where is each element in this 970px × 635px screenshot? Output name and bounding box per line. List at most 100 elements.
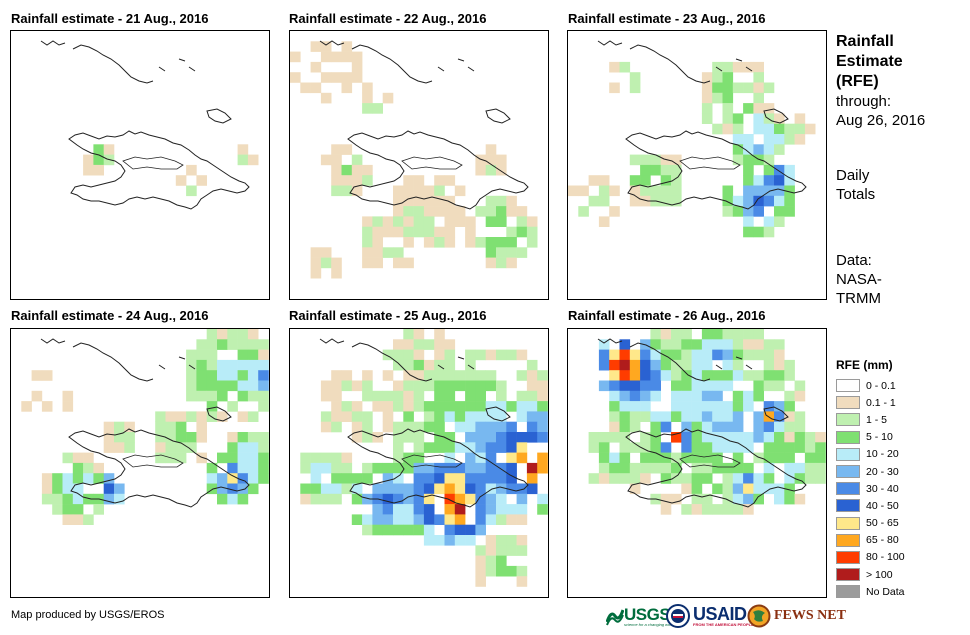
rainfall-cell xyxy=(72,462,84,474)
rainfall-cell xyxy=(640,452,651,464)
rainfall-cell xyxy=(619,339,631,350)
rainfall-cell xyxy=(743,504,754,515)
rainfall-cell xyxy=(712,92,723,104)
rainfall-cell xyxy=(712,82,723,94)
rainfall-cell xyxy=(320,452,332,464)
rainfall-cell xyxy=(444,370,456,381)
rainfall-cell xyxy=(763,401,775,412)
rainfall-cell xyxy=(434,206,445,217)
rainfall-cell xyxy=(331,493,342,505)
rainfall-cell xyxy=(629,421,641,433)
rainfall-cell xyxy=(691,339,703,350)
rainfall-cell xyxy=(671,462,682,474)
rainfall-cell xyxy=(206,329,218,340)
rainfall-cell xyxy=(237,493,249,505)
rainfall-cell xyxy=(516,483,528,495)
rainfall-cell xyxy=(516,247,528,258)
rainfall-cell xyxy=(650,462,661,474)
rainfall-cell xyxy=(794,380,806,392)
rainfall-cell xyxy=(434,370,445,381)
rainfall-cell xyxy=(722,92,734,104)
rainfall-cell xyxy=(341,452,353,464)
rainfall-cell xyxy=(681,421,692,433)
rainfall-cell xyxy=(743,195,754,207)
rainfall-cell xyxy=(186,390,197,402)
rainfall-cell xyxy=(217,370,228,381)
rainfall-cell xyxy=(247,359,259,371)
rainfall-cell xyxy=(763,134,775,145)
rainfall-cell xyxy=(743,154,754,166)
rainfall-cell xyxy=(341,462,353,474)
rainfall-cell xyxy=(320,51,332,63)
rainfall-cell xyxy=(496,555,507,567)
rainfall-cell xyxy=(258,432,269,443)
rainfall-cell xyxy=(537,421,548,433)
rainfall-cell xyxy=(609,452,620,464)
rainfall-cell xyxy=(629,185,641,197)
rainfall-cell xyxy=(598,473,610,484)
rainfall-cell xyxy=(372,504,383,515)
coastline xyxy=(319,338,475,382)
rainfall-cell xyxy=(62,504,74,515)
rainfall-cell xyxy=(393,462,404,474)
rainfall-cell xyxy=(413,390,425,402)
rainfall-cell xyxy=(247,154,259,166)
rainfall-cell xyxy=(217,483,228,495)
rainfall-cell xyxy=(732,493,744,505)
rainfall-cell xyxy=(485,442,497,453)
rainfall-cell xyxy=(114,442,125,453)
rainfall-cell xyxy=(701,493,713,505)
rainfall-cell xyxy=(496,493,507,505)
rainfall-cell xyxy=(465,442,476,453)
rainfall-cell xyxy=(712,72,723,83)
rainfall-cell xyxy=(413,442,425,453)
rainfall-cell xyxy=(434,349,445,361)
rainfall-cell xyxy=(743,82,754,94)
rainfall-cell xyxy=(660,442,672,453)
rainfall-cell xyxy=(712,61,723,73)
rainfall-cell xyxy=(423,195,435,207)
rainfall-cell xyxy=(537,504,548,515)
rainfall-cell xyxy=(310,493,322,505)
rainfall-cell xyxy=(393,247,404,258)
rainfall-cell xyxy=(341,51,353,63)
rainfall-cell xyxy=(165,442,177,453)
rainfall-cell xyxy=(227,473,238,484)
rainfall-cell xyxy=(609,206,620,217)
rainfall-cell xyxy=(423,359,435,371)
rainfall-cell xyxy=(763,144,775,155)
rainfall-cell xyxy=(650,411,661,422)
rainfall-cell xyxy=(753,380,764,392)
rainfall-cell xyxy=(351,164,363,176)
rainfall-cell xyxy=(227,493,238,505)
rainfall-cell xyxy=(660,195,672,207)
rainfall-cell xyxy=(475,524,486,536)
rainfall-cell xyxy=(413,195,425,207)
rainfall-cell xyxy=(732,113,744,124)
rainfall-cell xyxy=(454,411,466,422)
rainfall-cell xyxy=(629,82,641,94)
legend-label: 1 - 5 xyxy=(866,413,888,426)
legend-label: 20 - 30 xyxy=(866,465,899,478)
rainfall-cell xyxy=(763,380,775,392)
rainfall-cell xyxy=(516,216,528,227)
rainfall-cell xyxy=(743,216,754,227)
through-date: Aug 26, 2016 xyxy=(836,112,926,129)
rainfall-cell xyxy=(475,442,486,453)
rainfall-cell xyxy=(351,175,363,186)
rainfall-cell xyxy=(227,380,238,392)
rainfall-cell xyxy=(701,462,713,474)
rainfall-cell xyxy=(310,257,322,269)
rainfall-cell xyxy=(660,359,672,371)
rainfall-cell xyxy=(722,380,734,392)
rainfall-cell xyxy=(691,380,703,392)
rainfall-cell xyxy=(196,380,207,392)
rainfall-cell xyxy=(393,442,404,453)
panel-title-6: Rainfall estimate - 26 Aug., 2016 xyxy=(568,308,766,323)
rainfall-cell xyxy=(784,390,795,402)
rainfall-cell xyxy=(732,82,744,94)
rainfall-cell xyxy=(21,401,32,412)
rainfall-cell xyxy=(444,432,456,443)
rainfall-cell xyxy=(413,432,425,443)
rainfall-cell xyxy=(382,524,394,536)
